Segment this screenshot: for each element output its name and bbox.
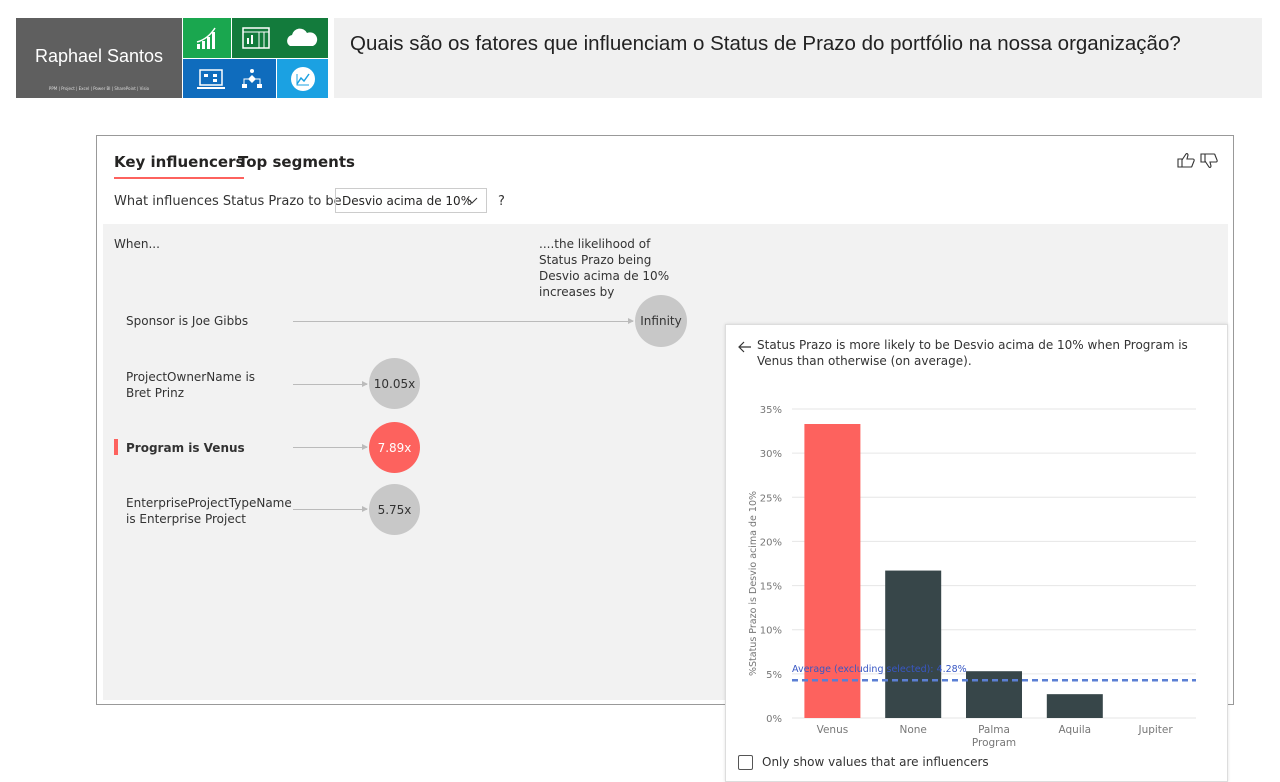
back-arrow-icon[interactable] xyxy=(738,341,752,353)
y-tick-label: 35% xyxy=(760,405,782,416)
average-label: Average (excluding selected): 4.28% xyxy=(792,664,967,675)
y-tick-label: 15% xyxy=(760,582,782,593)
connector-arrow xyxy=(293,318,634,324)
x-tick-label: None xyxy=(899,724,926,736)
bar-palma-program xyxy=(966,671,1022,718)
chevron-down-icon xyxy=(466,197,478,204)
spreadsheet-cloud-tile xyxy=(232,18,328,58)
y-tick-label: 30% xyxy=(760,449,782,460)
hierarchy-icon xyxy=(241,68,262,88)
cloud-icon xyxy=(287,28,318,46)
detail-text: Status Prazo is more likely to be Desvio… xyxy=(757,338,1188,368)
thumbs-down-icon[interactable] xyxy=(1200,153,1218,169)
influence-bubble: 10.05x xyxy=(369,358,420,409)
spreadsheet-icon xyxy=(242,27,270,49)
influencers-panel: When... ....the likelihood of Status Pra… xyxy=(103,224,1228,782)
key-influencers-visual: Key influencers Top segments What influe… xyxy=(96,135,1234,782)
detail-bar-chart: 0%5%10%15%20%25%30%35%%Status Prazo is D… xyxy=(748,405,1196,749)
question-label: What influences Status Prazo to be xyxy=(114,194,342,209)
when-label: When... xyxy=(114,237,160,251)
y-tick-label: 25% xyxy=(760,493,782,504)
likelihood-label: ....the likelihood of Status Prazo being… xyxy=(539,237,670,299)
connector-arrow xyxy=(293,381,368,387)
flow-hierarchy-tile xyxy=(183,59,276,98)
detail-panel: Status Prazo is more likely to be Desvio… xyxy=(725,324,1228,782)
flow-laptop-icon xyxy=(196,68,225,89)
page-question: Quais são os fatores que influenciam o S… xyxy=(334,18,1262,98)
influencers-only-checkbox[interactable] xyxy=(738,755,753,770)
influencer-label: ProjectOwnerName is Bret Prinz xyxy=(126,370,256,400)
selected-indicator xyxy=(114,439,118,455)
help-icon[interactable]: ? xyxy=(498,194,505,209)
influencer-label: Program is Venus xyxy=(126,441,245,455)
bar-none xyxy=(885,570,942,718)
bar-aquila xyxy=(1046,694,1103,718)
influencer-label: Sponsor is Joe Gibbs xyxy=(126,314,249,328)
connector-arrow xyxy=(293,506,368,512)
y-tick-label: 10% xyxy=(760,626,782,637)
influence-bubble: Infinity xyxy=(635,295,687,347)
x-tick-label: Venus xyxy=(817,724,849,736)
author-banner: Raphael Santos PPM | Project | Excel | P… xyxy=(16,18,182,98)
dropdown-value: Desvio acima de 10% xyxy=(342,194,473,208)
author-subtitle: PPM | Project | Excel | Power BI | Share… xyxy=(48,86,150,91)
influencer-label: EnterpriseProjectTypeName is Enterprise … xyxy=(126,496,292,526)
value-dropdown[interactable]: Desvio acima de 10% xyxy=(335,188,487,213)
growth-chart-icon xyxy=(183,18,231,58)
y-axis-label: %Status Prazo is Desvio acima de 10% xyxy=(748,491,759,676)
y-tick-label: 5% xyxy=(766,670,782,681)
line-chart-icon xyxy=(277,59,328,98)
checkbox-label: Only show values that are influencers xyxy=(762,755,989,769)
connector-arrow xyxy=(293,444,368,450)
question-text: Quais são os fatores que influenciam o S… xyxy=(350,32,1181,55)
thumbs-up-icon[interactable] xyxy=(1177,152,1195,168)
influence-bubble: 5.75x xyxy=(369,484,420,535)
x-tick-label: Jupiter xyxy=(1137,724,1173,736)
influence-bubble: 7.89x xyxy=(369,422,420,473)
tab-key-influencers[interactable]: Key influencers xyxy=(114,153,245,179)
author-name: Raphael Santos xyxy=(34,46,164,66)
x-tick-label: Aquila xyxy=(1059,724,1092,736)
x-tick-label: Palma Program xyxy=(972,724,1016,749)
bar-venus xyxy=(804,424,861,718)
y-tick-label: 20% xyxy=(760,537,782,548)
tab-top-segments[interactable]: Top segments xyxy=(238,153,355,171)
